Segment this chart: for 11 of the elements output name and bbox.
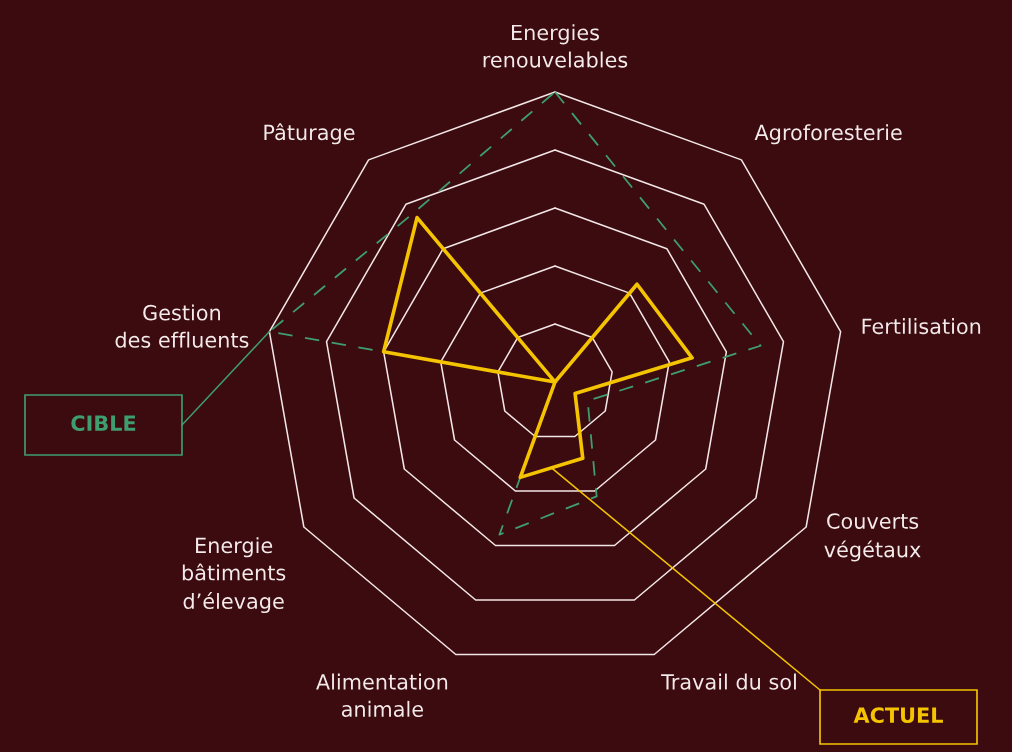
spoke-label: Couverts végétaux [824,513,921,562]
text: ACTUEL [853,707,943,724]
spoke-label: Travail du sol [661,673,796,690]
spoke-label: Agroforesterie [754,124,902,145]
spoke-label: Pâturage [264,123,355,145]
text: CIBLE [71,415,136,432]
spoke-label: Fertilisation [862,318,981,335]
spoke-label: Energie bâtiments d’élevage [182,537,286,614]
spoke-label: Gestion des effluents [115,304,249,348]
spoke-label: Energies renouvelables [483,24,628,68]
spoke-label: Alimentation animale [316,673,448,717]
